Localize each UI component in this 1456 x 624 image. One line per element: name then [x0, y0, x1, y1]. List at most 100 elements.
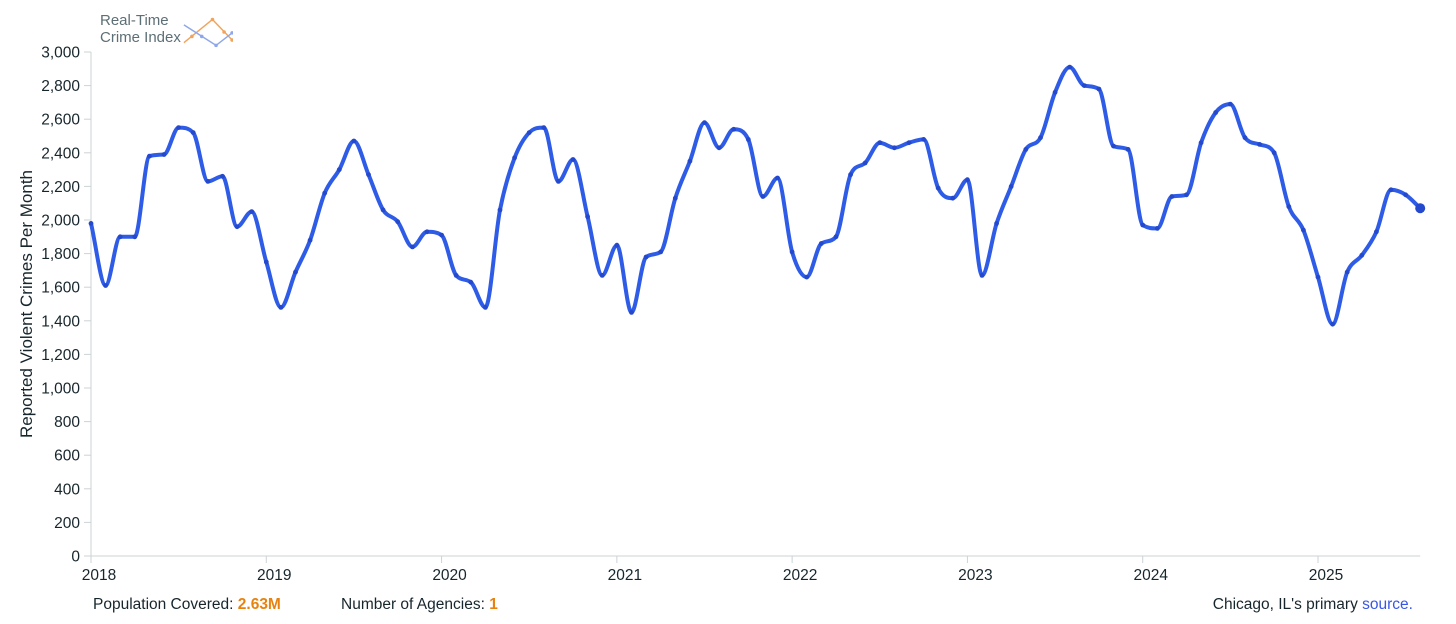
- data-point-marker: [1374, 229, 1379, 235]
- data-point-marker: [468, 279, 474, 285]
- data-point-marker: [88, 221, 94, 226]
- data-point-marker: [1271, 150, 1277, 156]
- data-point-marker: [336, 167, 342, 173]
- data-point-marker: [1388, 187, 1394, 193]
- y-tick-label: 2,200: [41, 179, 80, 196]
- data-point-marker: [833, 234, 839, 240]
- data-point-marker: [1008, 184, 1014, 189]
- data-point-marker: [526, 130, 532, 136]
- data-point-marker: [278, 305, 284, 310]
- data-point-marker: [190, 130, 196, 136]
- x-tick-label: 2023: [958, 567, 992, 584]
- data-point-marker: [424, 229, 430, 235]
- y-tick-label: 1,600: [41, 280, 80, 297]
- data-point-marker: [818, 241, 824, 246]
- data-point-marker: [760, 194, 766, 199]
- data-point-marker: [541, 125, 547, 130]
- agencies-label: Number of Agencies:: [341, 596, 490, 613]
- data-point-marker: [1081, 83, 1087, 88]
- data-point-marker: [1359, 252, 1365, 258]
- data-point-marker: [497, 207, 503, 213]
- data-point-marker: [629, 310, 634, 315]
- data-point-marker: [1125, 147, 1131, 152]
- data-point-marker: [1330, 321, 1335, 327]
- data-point-marker: [687, 158, 693, 164]
- y-tick-label: 1,400: [41, 313, 80, 330]
- data-point-marker: [1111, 143, 1116, 149]
- y-tick-label: 2,800: [41, 78, 80, 95]
- data-point-marker: [1169, 194, 1175, 199]
- data-point-marker: [439, 232, 444, 238]
- data-point-marker: [702, 120, 707, 125]
- data-point-marker: [731, 126, 737, 132]
- data-point-marker: [1096, 86, 1102, 92]
- x-tick-label: 2019: [257, 567, 291, 584]
- data-point-marker: [1067, 64, 1073, 70]
- data-point-marker: [1140, 222, 1146, 228]
- data-point-marker: [892, 145, 897, 151]
- data-point-marker: [1415, 203, 1426, 214]
- y-tick-label: 3,000: [41, 45, 80, 62]
- data-point-marker: [410, 244, 415, 250]
- data-point-marker: [804, 274, 810, 280]
- x-tick-label: 2024: [1133, 567, 1168, 584]
- data-point-marker: [745, 137, 751, 142]
- y-tick-label: 1,800: [41, 246, 80, 263]
- data-point-marker: [658, 249, 664, 255]
- data-point-marker: [1198, 140, 1204, 146]
- data-point-marker: [1038, 135, 1043, 141]
- data-point-marker: [380, 207, 386, 213]
- data-point-marker: [672, 195, 678, 201]
- data-point-marker: [935, 185, 941, 191]
- data-point-marker: [483, 305, 488, 310]
- data-point-marker: [877, 140, 883, 146]
- data-point-marker: [1344, 269, 1350, 275]
- data-point-marker: [1184, 192, 1189, 198]
- data-point-marker: [1301, 227, 1306, 233]
- data-point-marker: [1403, 192, 1408, 198]
- x-tick-label: 2020: [432, 567, 467, 584]
- logo-line2: Crime Index: [100, 29, 181, 47]
- data-point-marker: [1242, 135, 1248, 141]
- data-point-marker: [307, 237, 313, 243]
- data-point-marker: [395, 219, 401, 225]
- data-point-marker: [351, 138, 357, 144]
- crime-line-chart: 0 200 400 600 800 1,000 1,200 1,400 1,600 1,800 2,…: [41, 45, 1426, 584]
- data-point-marker: [1213, 110, 1219, 115]
- y-tick-label: 1,200: [41, 347, 80, 364]
- data-point-marker: [950, 195, 956, 201]
- data-point-marker: [205, 179, 211, 184]
- data-point-marker: [117, 234, 123, 240]
- y-tick-label: 200: [54, 515, 80, 532]
- data-point-marker: [322, 190, 328, 196]
- data-point-marker: [643, 254, 649, 260]
- y-tick-label: 1,000: [41, 381, 80, 398]
- y-tick-label: 800: [54, 414, 80, 431]
- y-tick-label: 2,600: [41, 112, 80, 129]
- data-point-marker: [1286, 204, 1292, 210]
- source-link[interactable]: source.: [1362, 596, 1413, 613]
- data-point-marker: [789, 249, 795, 255]
- population-covered: Population Covered: 2.63M: [93, 596, 281, 614]
- data-point-marker: [132, 234, 138, 240]
- y-tick-label: 2,000: [41, 213, 80, 230]
- x-tick-label: 2018: [82, 567, 116, 584]
- data-point-marker: [994, 221, 999, 226]
- data-point-marker: [1052, 89, 1058, 95]
- data-point-marker: [366, 172, 371, 178]
- data-point-marker: [147, 153, 152, 159]
- data-point-marker: [862, 160, 868, 166]
- data-point-marker: [716, 145, 722, 151]
- data-point-marker: [103, 283, 108, 288]
- data-point-marker: [906, 140, 912, 146]
- data-point-marker: [965, 177, 970, 183]
- agencies-value: 1: [489, 596, 498, 613]
- crime-line-series: [89, 65, 1423, 327]
- source-prefix: Chicago, IL's primary: [1212, 596, 1363, 613]
- y-tick-label: 400: [54, 481, 80, 498]
- data-point-marker: [234, 224, 240, 230]
- data-point-marker: [1315, 274, 1321, 280]
- y-tick-label: 2,400: [41, 145, 80, 162]
- data-point-marker: [570, 157, 576, 162]
